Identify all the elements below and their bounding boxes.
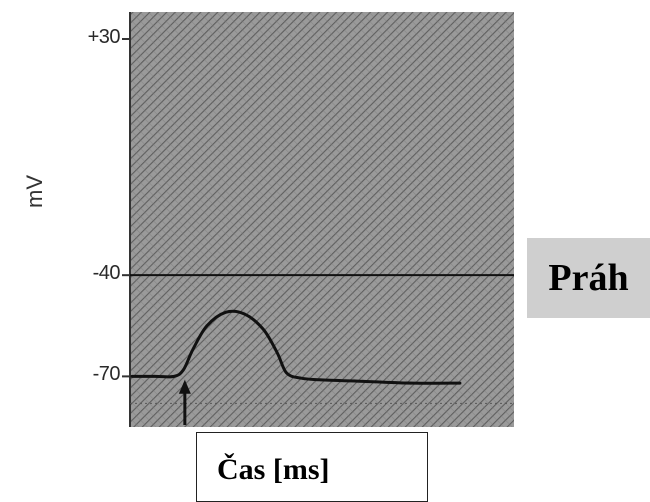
- plot-area-crosshatch: [130, 12, 514, 427]
- y-tick-label-minus-70: -70: [92, 363, 121, 386]
- threshold-label-box: Práh: [527, 238, 650, 318]
- x-axis-label: Čas [ms]: [217, 453, 330, 486]
- y-tick-label-plus-30: +30: [87, 25, 121, 48]
- stimulus-arrow-head: [178, 379, 191, 394]
- threshold-label: Práh: [548, 257, 629, 299]
- membrane-potential-trace: [130, 309, 462, 385]
- stimulus-arrow: [178, 379, 191, 425]
- y-axis-label: mV: [22, 175, 47, 208]
- y-tick-label-minus-40: -40: [92, 262, 121, 285]
- x-axis-label-box: Čas [ms]: [196, 432, 428, 502]
- tick-marks: [122, 37, 130, 378]
